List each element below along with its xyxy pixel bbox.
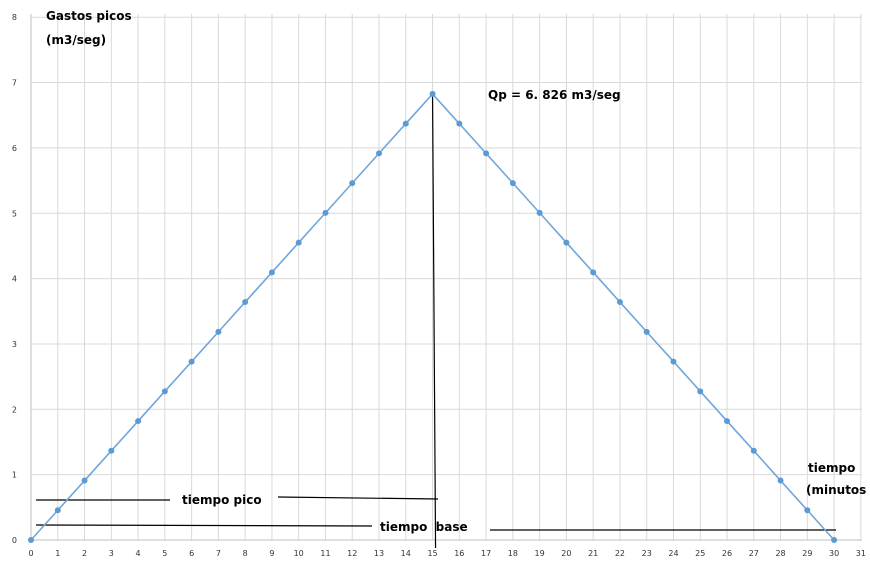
x-tick-label: 13 (374, 549, 384, 558)
data-point (590, 269, 597, 276)
x-tick-label: 22 (615, 549, 625, 558)
x-tick-label: 9 (269, 549, 274, 558)
x-tick-label: 11 (320, 549, 330, 558)
y-tick-label: 5 (12, 209, 17, 218)
data-point (429, 90, 436, 97)
series-hydrograph (28, 90, 838, 543)
peak-annotation: Qp = 6. 826 m3/seg (488, 88, 621, 102)
data-point (402, 120, 409, 127)
data-point (536, 209, 543, 216)
x-tick-labels: 0 1 2 3 4 5 6 7 8 9 10 11 12 13 14 15 16 17 18 19 20 21 22 23 24… (28, 549, 866, 558)
x-tick-label: 14 (401, 549, 411, 558)
data-point (242, 299, 249, 306)
x-tick-label: 10 (294, 549, 304, 558)
x-tick-label: 21 (588, 549, 598, 558)
data-point (750, 447, 757, 454)
x-tick-label: 20 (561, 549, 571, 558)
x-tick-label: 0 (28, 549, 33, 558)
tiempo-pico-line-right (277, 496, 439, 500)
axes (30, 14, 862, 541)
data-point (831, 537, 838, 543)
x-tick-label: 28 (775, 549, 785, 558)
x-tick-label: 5 (162, 549, 167, 558)
x-tick-label: 16 (454, 549, 464, 558)
y-tick-label: 7 (12, 79, 17, 88)
y-tick-label: 3 (12, 340, 17, 349)
x-tick-label: 25 (695, 549, 705, 558)
data-point (54, 507, 61, 514)
data-point (295, 239, 302, 246)
data-point (616, 299, 623, 306)
grid-lines (31, 14, 862, 540)
data-point (108, 447, 115, 454)
y-tick-labels: 0 1 2 3 4 5 6 7 8 (12, 13, 17, 545)
tiempo-base-label: tiempo base (380, 520, 468, 534)
x-axis-title-line2: (minutos (806, 483, 866, 497)
x-tick-label: 27 (749, 549, 759, 558)
x-tick-label: 15 (427, 549, 437, 558)
x-tick-label: 4 (136, 549, 141, 558)
y-tick-label: 6 (12, 144, 17, 153)
data-point (215, 328, 222, 335)
x-tick-label: 26 (722, 549, 732, 558)
x-tick-label: 19 (535, 549, 545, 558)
data-point (483, 150, 490, 157)
y-tick-label: 8 (12, 13, 17, 22)
data-point (777, 477, 784, 484)
y-axis-title-line2: (m3/seg) (46, 33, 106, 47)
data-point (670, 358, 677, 365)
x-tick-label: 7 (216, 549, 221, 558)
x-tick-label: 31 (856, 549, 866, 558)
data-point (456, 120, 463, 127)
x-tick-label: 6 (189, 549, 194, 558)
annotation-lines (35, 93, 836, 549)
tiempo-pico-label: tiempo pico (182, 493, 262, 507)
x-axis-title-line1: tiempo (808, 461, 855, 475)
x-tick-label: 23 (642, 549, 652, 558)
data-point (376, 150, 383, 157)
data-point (804, 507, 811, 514)
x-tick-label: 12 (347, 549, 357, 558)
y-tick-label: 1 (12, 471, 17, 480)
tiempo-base-line-left (35, 524, 373, 527)
x-tick-label: 8 (243, 549, 248, 558)
x-tick-label: 1 (55, 549, 60, 558)
x-tick-label: 24 (668, 549, 678, 558)
data-point (322, 209, 329, 216)
y-tick-label: 4 (12, 275, 17, 284)
data-point (135, 418, 142, 425)
data-point (268, 269, 275, 276)
x-tick-label: 29 (802, 549, 812, 558)
y-axis-title-line1: Gastos picos (46, 9, 132, 23)
x-tick-label: 17 (481, 549, 491, 558)
data-point (509, 180, 516, 187)
data-point (28, 537, 34, 543)
peak-vertical-line (431, 93, 437, 549)
x-tick-label: 2 (82, 549, 87, 558)
y-tick-label: 2 (12, 405, 17, 414)
data-point (697, 388, 704, 395)
y-tick-label: 0 (12, 536, 17, 545)
x-tick-label: 3 (109, 549, 114, 558)
x-tick-label: 18 (508, 549, 518, 558)
x-tick-label: 30 (829, 549, 839, 558)
data-point (161, 388, 168, 395)
data-point (188, 358, 195, 365)
data-point (724, 418, 731, 425)
data-point (349, 180, 356, 187)
data-point (643, 328, 650, 335)
data-point (81, 477, 88, 484)
data-point (563, 239, 570, 246)
